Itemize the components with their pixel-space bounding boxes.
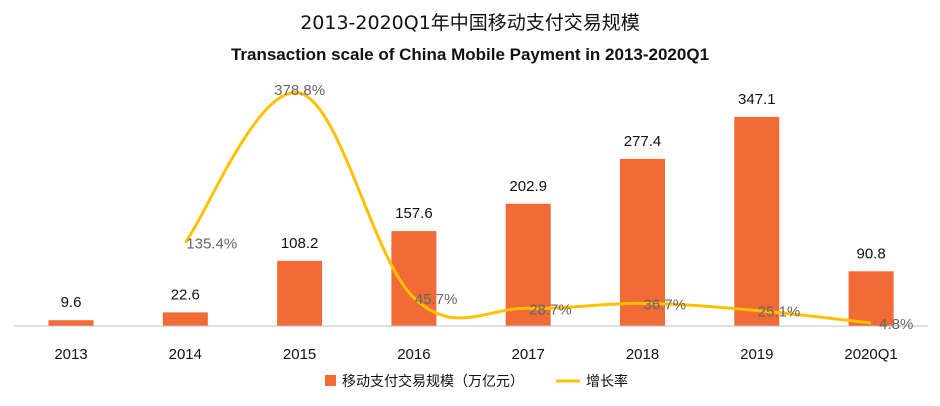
x-tick-2019: 2019 xyxy=(740,346,773,363)
bar-value-label-2018: 277.4 xyxy=(624,133,662,150)
bar-2020Q1 xyxy=(848,271,894,326)
bar-value-label-2015: 108.2 xyxy=(281,235,319,252)
bar-value-label-2020Q1: 90.8 xyxy=(856,245,885,262)
bar-2014 xyxy=(162,312,208,326)
growth-rate-line xyxy=(184,91,872,325)
legend-swatch-bar xyxy=(325,375,336,386)
chart-title-en: Transaction scale of China Mobile Paymen… xyxy=(230,45,710,64)
x-tick-2018: 2018 xyxy=(626,346,659,363)
x-tick-2016: 2016 xyxy=(397,346,430,363)
growth-rate-label-2014: 135.4% xyxy=(186,236,237,253)
x-tick-2013: 2013 xyxy=(54,346,87,363)
growth-rate-label-2018: 36.7% xyxy=(644,296,687,313)
bar-value-label-2013: 9.6 xyxy=(61,294,82,311)
legend-label-line: 增长率 xyxy=(586,373,628,390)
growth-rate-label-2016: 45.7% xyxy=(415,291,458,308)
x-tick-2020Q1: 2020Q1 xyxy=(844,346,897,363)
legend-label-bar: 移动支付交易规模（万亿元） xyxy=(342,373,524,390)
growth-rate-labels: 135.4% 378.8% 45.7% 28.7% 36.7% 25.1% 4.8% xyxy=(186,82,913,333)
bar-2019 xyxy=(734,116,780,326)
bar-value-label-2016: 157.6 xyxy=(395,205,433,222)
bar-value-label-2014: 22.6 xyxy=(171,286,200,303)
bar-value-labels: 9.6 22.6 108.2 157.6 202.9 277.4 347.1 90.8 xyxy=(61,91,886,311)
legend: 移动支付交易规模（万亿元） 增长率 xyxy=(325,373,628,390)
growth-rate-label-2019: 25.1% xyxy=(758,304,801,321)
chart-title-cn: 2013-2020Q1年中国移动支付交易规模 xyxy=(300,12,640,34)
x-tick-2017: 2017 xyxy=(512,346,545,363)
bar-2018 xyxy=(620,158,665,326)
bar-2013 xyxy=(48,320,94,326)
bar-value-label-2019: 347.1 xyxy=(738,91,776,108)
bar-2017 xyxy=(505,203,551,326)
x-axis-ticks: 2013 2014 2015 2016 2017 2018 2019 2020Q1 xyxy=(54,346,897,363)
bar-2015 xyxy=(277,260,323,326)
x-tick-2014: 2014 xyxy=(169,346,202,363)
growth-rate-label-2017: 28.7% xyxy=(529,301,572,318)
growth-rate-label-2015: 378.8% xyxy=(274,82,325,99)
growth-rate-label-2020Q1: 4.8% xyxy=(879,316,913,333)
x-tick-2015: 2015 xyxy=(283,346,316,363)
bar-value-label-2017: 202.9 xyxy=(509,178,547,195)
